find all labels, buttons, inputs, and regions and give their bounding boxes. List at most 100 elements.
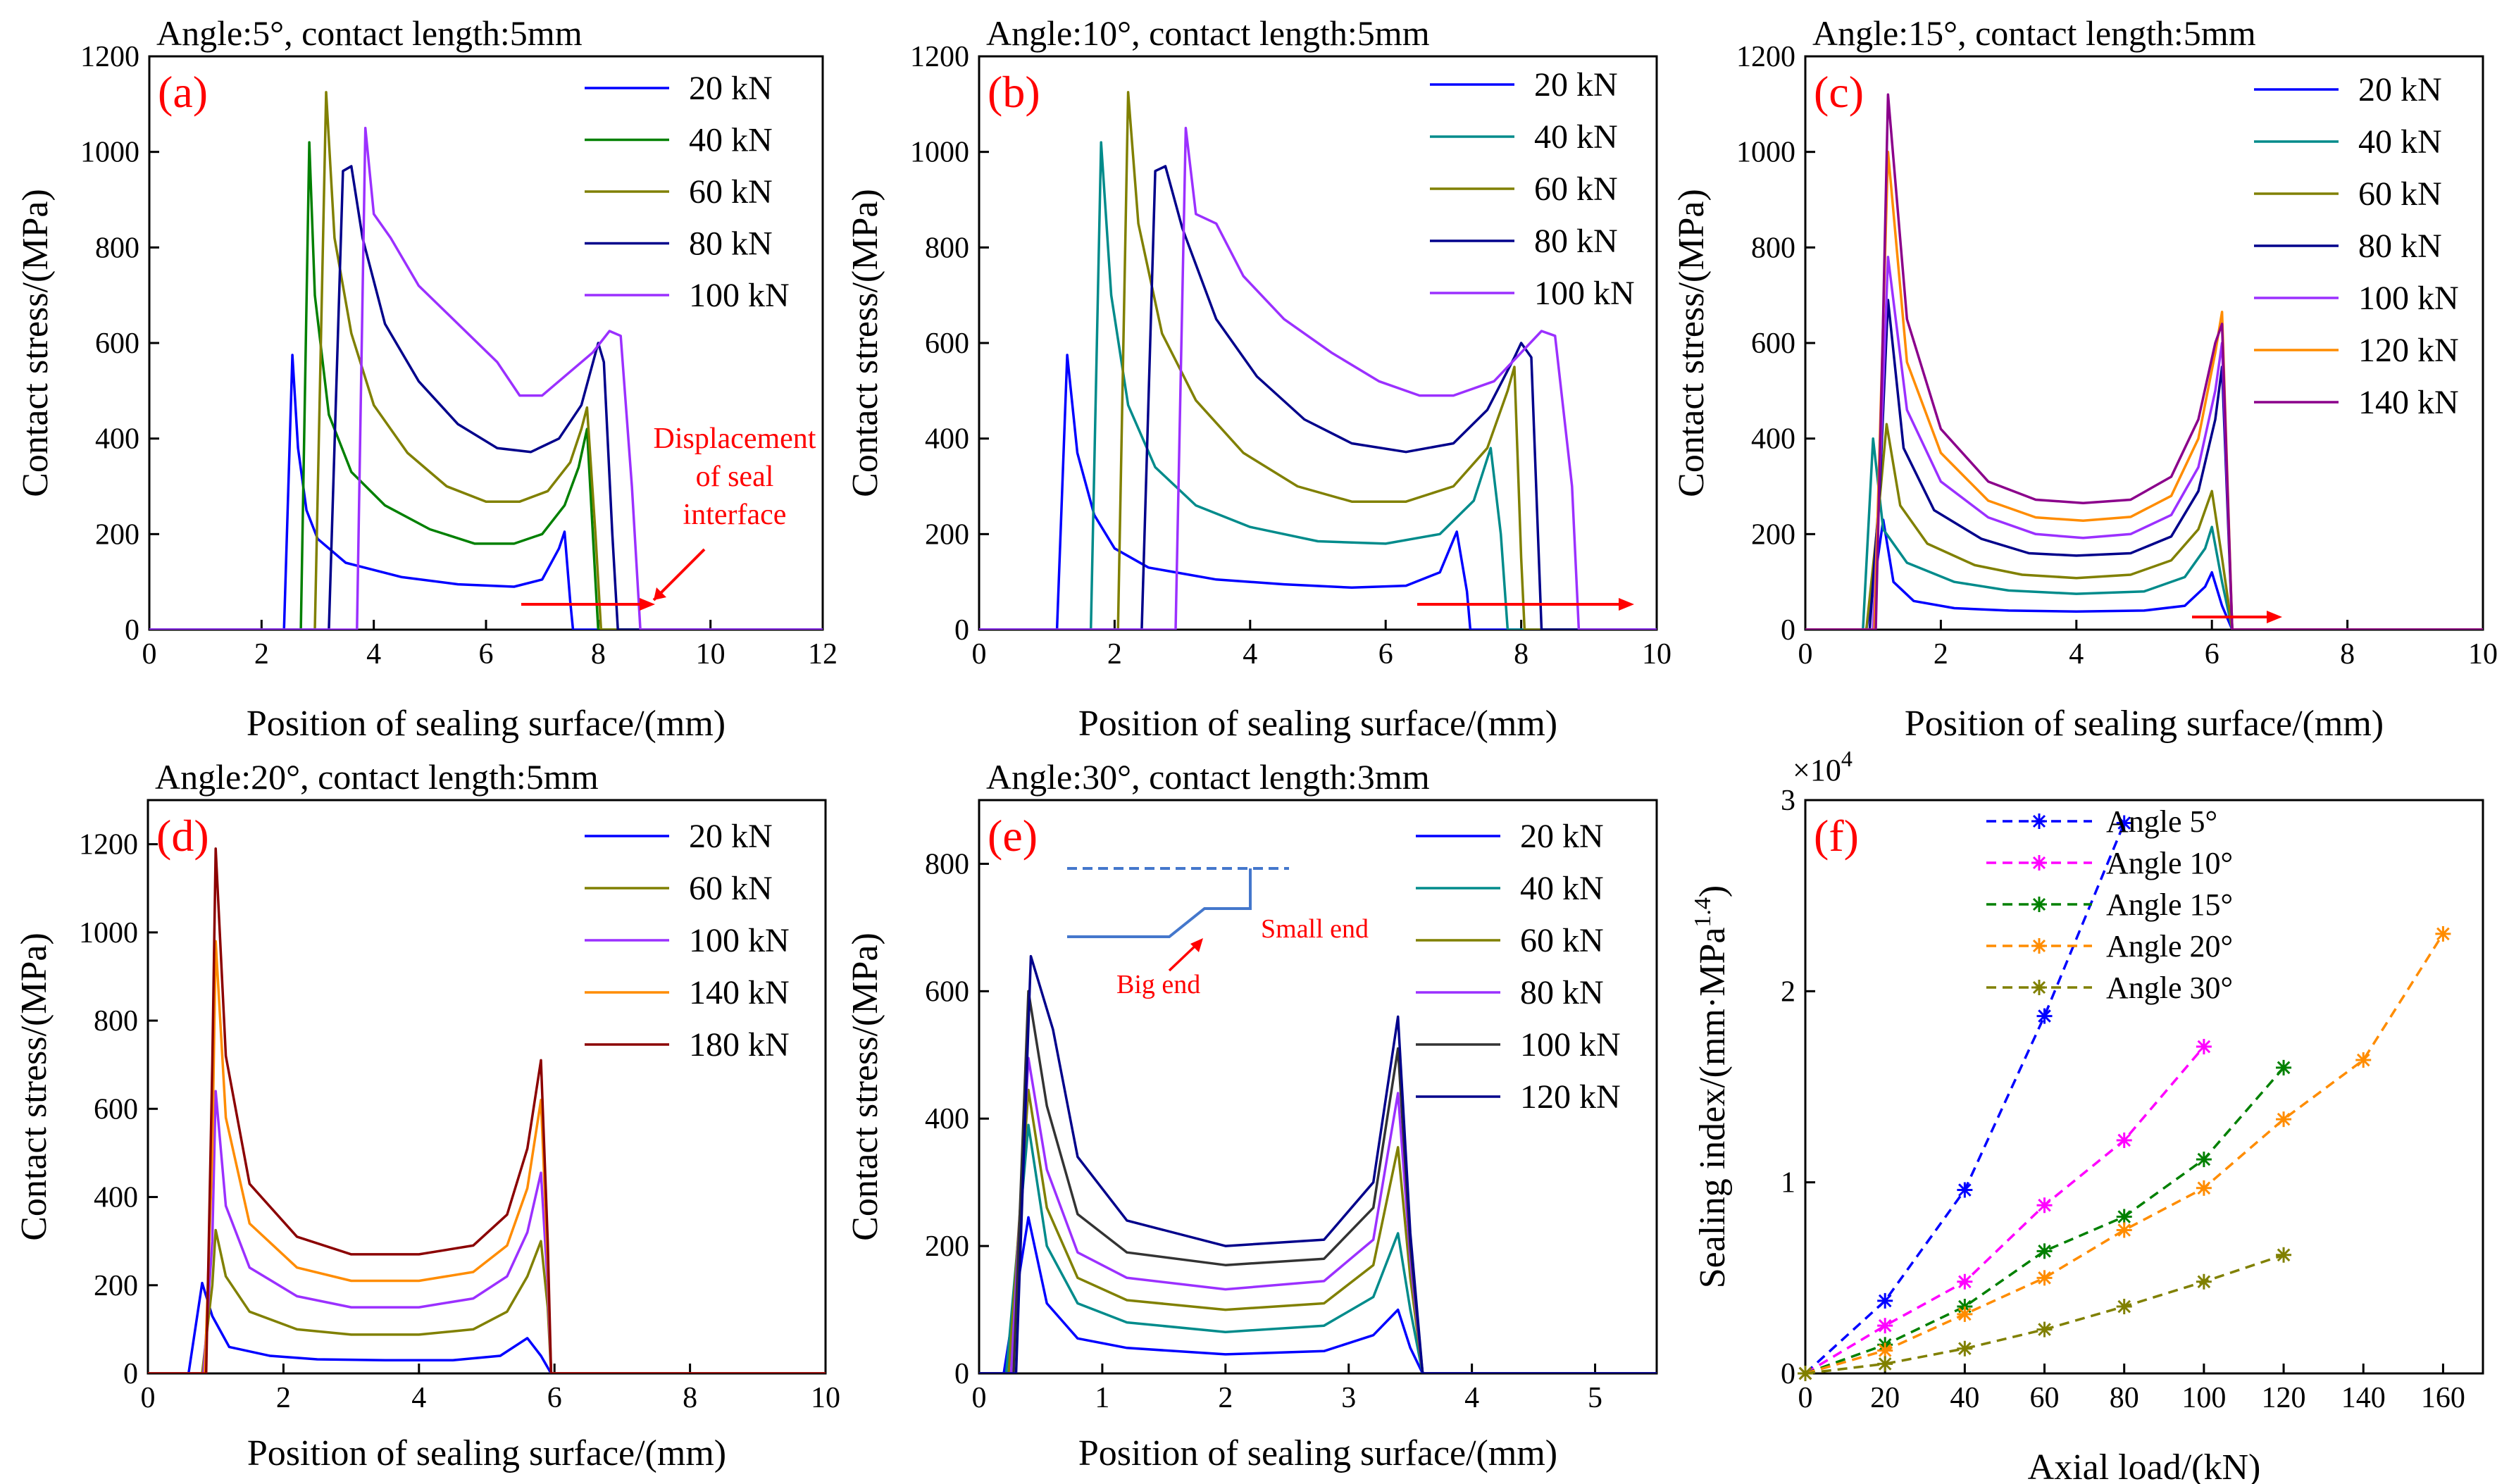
legend-label: 40 kN <box>2358 123 2442 161</box>
data-point <box>2116 1132 2132 1148</box>
y-axis-label: Contact stress/(MPa) <box>1671 189 1712 497</box>
x-tick-label: 0 <box>141 1382 156 1414</box>
series-line-0 <box>1804 822 2126 1375</box>
y-tick-label: 600 <box>925 975 969 1008</box>
data-point <box>1957 1340 1973 1357</box>
x-tick-label: 8 <box>2340 638 2355 671</box>
legend-entry: Angle 15° <box>1986 887 2233 922</box>
x-tick-label: 120 <box>2262 1382 2306 1414</box>
inset-small-end: Small end <box>1261 914 1369 944</box>
plot-frame <box>147 799 827 1375</box>
x-tick-label: 6 <box>2205 638 2220 671</box>
y-axis-label: Contact stress/(MPa) <box>845 933 885 1241</box>
y-tick-label: 400 <box>1751 423 1795 456</box>
series-line-40-kN <box>979 141 1657 630</box>
y-tick-label: 0 <box>954 1358 969 1390</box>
y-tick-label: 800 <box>94 1005 138 1037</box>
x-tick-label: 2 <box>254 638 269 671</box>
x-tick-label: 12 <box>808 638 838 671</box>
y-tick-label: 200 <box>925 1230 969 1263</box>
annotation-line-1: Displacement <box>654 423 816 455</box>
x-tick-label: 0 <box>972 1382 987 1414</box>
y-tick-label: 1200 <box>79 829 138 861</box>
series-line-20-kN <box>149 354 823 630</box>
legend-entry: Angle 30° <box>1986 971 2233 1005</box>
y-tick-label: 400 <box>925 423 969 456</box>
legend-label: 40 kN <box>1534 118 1618 156</box>
series-line-20-kN <box>1805 518 2483 630</box>
y-tick-label: 1000 <box>1736 137 1795 169</box>
y-tick-label: 0 <box>123 1358 138 1390</box>
data-point <box>1798 1366 1813 1381</box>
legend-label: 80 kN <box>2358 227 2442 265</box>
y-axis-label: Contact stress/(MPa) <box>15 189 56 497</box>
x-tick-label: 160 <box>2421 1382 2465 1414</box>
y-tick-label: 600 <box>1751 328 1795 360</box>
legend-entry: 100 kN <box>2254 280 2459 317</box>
x-tick-label: 80 <box>2110 1382 2139 1414</box>
legend-label: Angle 20° <box>2106 929 2233 964</box>
legend-label: 60 kN <box>1534 170 1618 208</box>
legend-entry: 80 kN <box>1430 223 1618 260</box>
data-point <box>2036 1321 2053 1338</box>
legend-entry: 140 kN <box>2254 384 2459 421</box>
x-axis-label: Position of sealing surface/(mm) <box>1078 1433 1557 1473</box>
legend-entry: 60 kN <box>2254 175 2442 213</box>
data-point <box>2116 815 2132 831</box>
y-tick-label: 0 <box>125 614 139 647</box>
displacement-arrowhead <box>2267 611 2282 623</box>
x-tick-label: 3 <box>1341 1382 1356 1414</box>
panel-c: 0 2 4 6 8 10 0 200 400 600 800 1000 1200 Position of … <box>1671 13 2498 744</box>
y-axis-label: Contact stress/(MPa) <box>14 933 54 1241</box>
legend-label: 180 kN <box>689 1026 790 1064</box>
legend-entry: 60 kN <box>1416 922 1604 959</box>
legend-label: Angle 15° <box>2106 887 2233 922</box>
series-line-40-kN <box>1805 437 2483 630</box>
legend-label: 40 kN <box>1520 870 1604 907</box>
data-point <box>1877 1292 1893 1309</box>
y-tick-label: 800 <box>925 232 969 264</box>
panel-label: (c) <box>1814 67 1864 117</box>
panel-e: 0 1 2 3 4 5 0 200 400 600 800 Position of sealing s… <box>845 757 1658 1473</box>
data-point <box>2036 1270 2053 1286</box>
legend-entry: 100 kN <box>1430 275 1635 312</box>
annotation-line-3: interface <box>683 499 787 531</box>
legend-entry: 40 kN <box>585 122 773 159</box>
legend-label: 60 kN <box>1520 922 1604 959</box>
legend-entry: 100 kN <box>585 277 790 314</box>
panel-label: (b) <box>988 67 1040 117</box>
y-tick-label: 600 <box>95 328 139 360</box>
series-line-100-kN <box>979 127 1657 630</box>
legend-entry: 60 kN <box>1430 170 1618 208</box>
y-tick-label: 1000 <box>80 137 139 169</box>
panel-label: (f) <box>1814 811 1859 861</box>
x-tick-label: 4 <box>2069 638 2084 671</box>
x-tick-label: 0 <box>1798 1382 1813 1414</box>
data-point <box>2276 1059 2292 1075</box>
x-tick-label: 6 <box>1378 638 1393 671</box>
legend-label: 20 kN <box>689 818 773 855</box>
legend-label: 80 kN <box>1534 223 1618 260</box>
y-tick-label: 200 <box>95 518 139 551</box>
inset-arrowhead <box>1190 938 1203 952</box>
legend-label: 140 kN <box>689 974 790 1011</box>
legend-label: 100 kN <box>1520 1026 1621 1064</box>
y-tick-label: 200 <box>94 1270 138 1302</box>
x-tick-label: 140 <box>2341 1382 2386 1414</box>
data-point <box>1957 1182 1973 1198</box>
legend-entry: 140 kN <box>585 974 790 1011</box>
legend-label: 60 kN <box>689 173 773 211</box>
chart-title: Angle:5°, contact length:5mm <box>156 13 583 53</box>
legend-label: 20 kN <box>1520 818 1604 855</box>
legend-entry: 60 kN <box>585 870 773 907</box>
y-tick-label: 400 <box>95 423 139 456</box>
legend-label: 120 kN <box>2358 332 2459 369</box>
chart-title: Angle:30°, contact length:3mm <box>986 757 1430 797</box>
data-point <box>2116 1209 2132 1225</box>
series-line-180-kN <box>148 847 826 1373</box>
series-line-140-kN <box>1805 93 2483 630</box>
y-tick-label: 800 <box>925 848 969 880</box>
legend-entry: 180 kN <box>585 1026 790 1064</box>
legend-label: 100 kN <box>2358 280 2459 317</box>
y-tick-label: 1200 <box>80 41 139 73</box>
